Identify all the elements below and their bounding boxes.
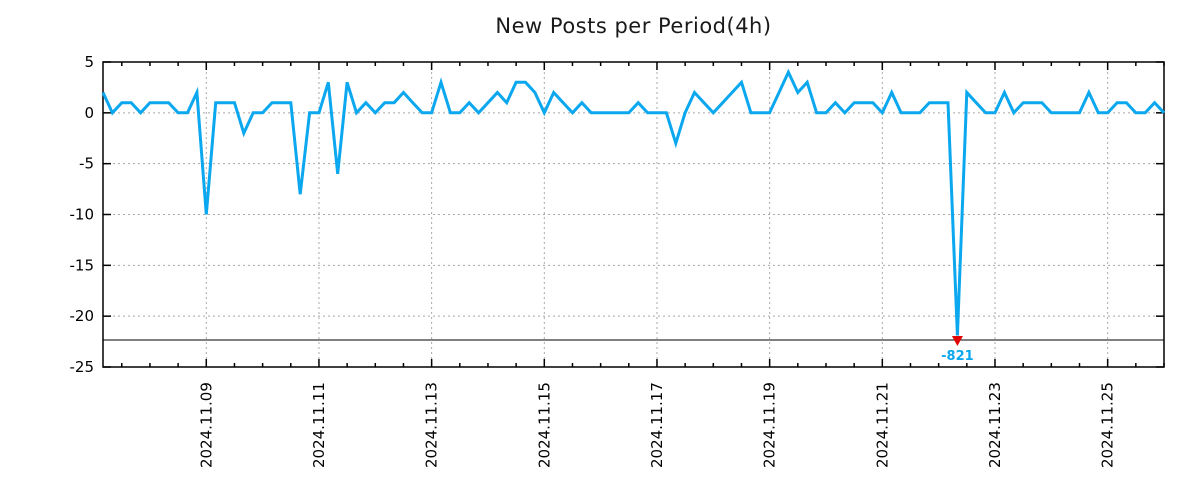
chart-title: New Posts per Period(4h): [495, 14, 772, 38]
min-value-label: -821: [941, 349, 974, 364]
x-axis-tick-label: 2024.11.19: [761, 382, 779, 468]
x-axis-tick-label: 2024.11.09: [197, 382, 215, 468]
posts-line-series: [101, 68, 1166, 336]
x-axis-tick-label: 2024.11.15: [535, 382, 553, 468]
axis-tick-labels: 2024.11.09 2024.11.11 2024.11.13 2024.11.15…: [70, 53, 1117, 468]
min-annotation: -821: [941, 335, 974, 364]
min-value-marker-icon: [951, 335, 963, 346]
y-axis-tick-label: -15: [70, 256, 95, 274]
y-axis-tick-label: -5: [79, 155, 94, 173]
y-axis-tick-label: 5: [84, 53, 94, 71]
x-axis-tick-label: 2024.11.25: [1099, 382, 1117, 468]
x-axis-tick-label: 2024.11.13: [423, 382, 441, 468]
axis-ticks: [103, 61, 1165, 368]
x-axis-tick-label: 2024.11.21: [873, 382, 891, 468]
y-axis-tick-label: -25: [70, 358, 95, 376]
y-axis-tick-label: -20: [70, 307, 95, 325]
y-axis-tick-label: 0: [84, 104, 94, 122]
x-axis-tick-label: 2024.11.11: [310, 382, 328, 468]
x-axis-tick-label: 2024.11.23: [986, 382, 1004, 468]
x-axis-tick-label: 2024.11.17: [648, 382, 666, 468]
data-series: [101, 68, 1166, 336]
y-axis-tick-label: -10: [70, 206, 95, 224]
